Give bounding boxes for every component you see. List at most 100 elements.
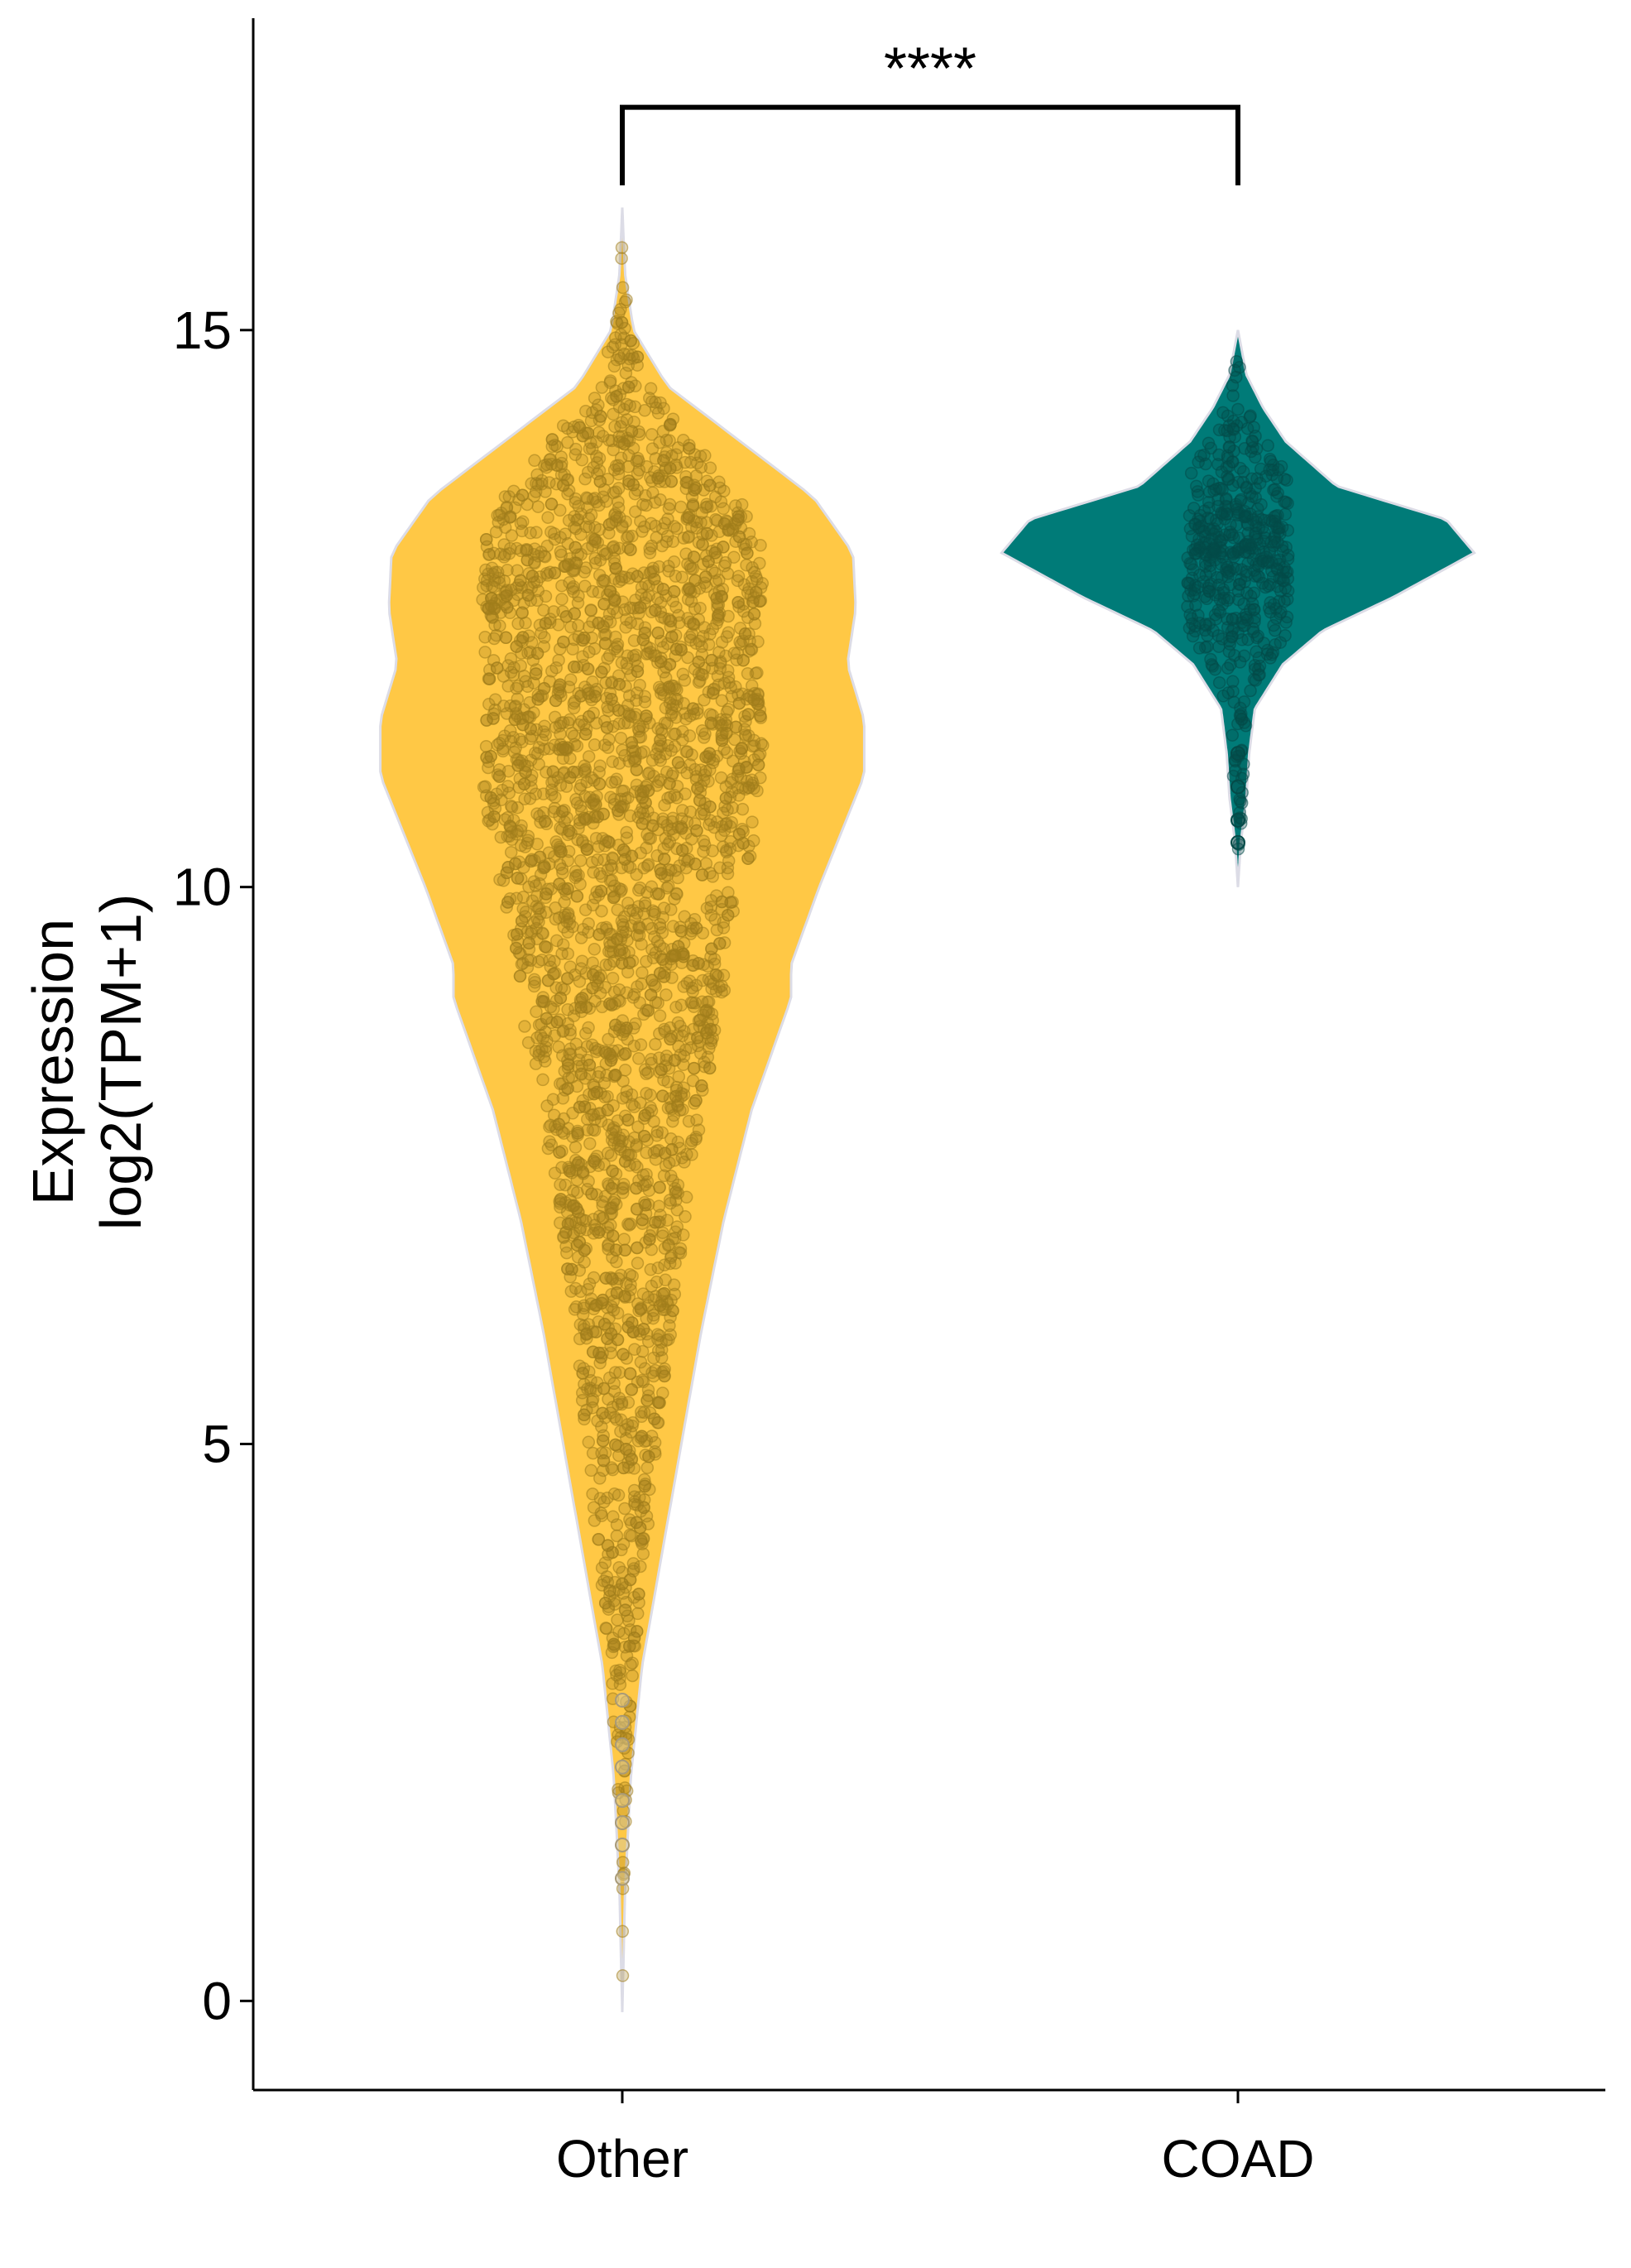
- data-point: [732, 595, 745, 609]
- data-point: [1243, 411, 1257, 424]
- data-point: [674, 500, 688, 514]
- data-point: [626, 1669, 639, 1683]
- data-point: [564, 620, 578, 634]
- data-point: [579, 813, 592, 826]
- data-point: [684, 996, 698, 1009]
- data-point: [675, 843, 689, 858]
- data-point: [737, 578, 751, 592]
- data-point: [624, 334, 637, 348]
- data-point: [1234, 494, 1247, 507]
- data-point: [590, 435, 603, 449]
- outlier-point: [615, 1737, 630, 1752]
- data-point: [686, 617, 700, 631]
- data-point: [705, 653, 718, 667]
- data-point: [535, 926, 549, 940]
- data-point: [573, 782, 587, 795]
- data-point: [600, 614, 614, 628]
- data-point: [608, 593, 621, 608]
- data-point: [540, 887, 553, 901]
- data-point: [559, 1178, 572, 1192]
- data-point: [624, 543, 637, 556]
- data-point: [521, 646, 535, 660]
- data-point: [554, 548, 568, 562]
- data-point: [539, 485, 552, 498]
- data-point: [1226, 675, 1240, 689]
- data-point: [524, 753, 538, 767]
- data-point: [1251, 629, 1265, 643]
- y-tick-label: 0: [202, 1971, 232, 2030]
- data-point: [1205, 524, 1218, 537]
- data-point: [732, 600, 746, 613]
- data-point: [653, 435, 666, 449]
- data-point: [1200, 592, 1214, 606]
- outlier-point: [615, 1793, 630, 1809]
- y-axis-title-line-1: Expression: [21, 919, 85, 1205]
- data-point: [554, 981, 568, 995]
- data-point: [567, 766, 580, 779]
- data-point: [537, 603, 550, 617]
- data-point: [642, 766, 656, 780]
- data-point: [584, 603, 597, 617]
- data-point: [720, 845, 733, 859]
- data-point: [699, 579, 713, 593]
- data-point: [615, 656, 629, 670]
- data-point: [696, 1084, 709, 1097]
- data-point: [665, 630, 679, 644]
- data-point: [735, 497, 749, 512]
- data-point: [504, 734, 518, 748]
- data-point: [631, 1257, 645, 1270]
- data-point: [501, 564, 514, 577]
- data-point: [600, 721, 614, 734]
- data-point: [562, 1058, 575, 1071]
- data-point: [640, 954, 653, 968]
- y-tick-label: 10: [173, 858, 232, 917]
- data-point: [501, 601, 514, 614]
- data-point: [689, 1093, 703, 1108]
- data-point: [619, 621, 632, 634]
- data-point: [686, 702, 700, 715]
- data-point: [614, 800, 627, 814]
- data-point: [627, 987, 641, 1002]
- data-point: [723, 842, 737, 855]
- data-point: [514, 574, 527, 588]
- data-point: [655, 867, 668, 880]
- data-point: [573, 800, 588, 813]
- data-point: [731, 574, 745, 588]
- data-point: [614, 1413, 628, 1427]
- data-point: [1202, 579, 1216, 592]
- data-point: [516, 515, 530, 528]
- data-point: [595, 904, 608, 918]
- data-point: [544, 565, 557, 579]
- data-point: [653, 967, 667, 980]
- data-point: [611, 637, 625, 651]
- data-point: [703, 814, 717, 828]
- data-point: [651, 1261, 665, 1275]
- outlier-point: [615, 1815, 630, 1831]
- data-point: [618, 1155, 632, 1168]
- data-point: [534, 867, 548, 882]
- data-point: [529, 1057, 543, 1070]
- data-point: [749, 666, 763, 680]
- data-point: [1279, 565, 1293, 579]
- data-point: [690, 781, 704, 795]
- data-point: [671, 939, 685, 954]
- data-point: [655, 926, 669, 939]
- data-point: [531, 500, 545, 513]
- data-point: [730, 653, 743, 666]
- data-point: [1202, 436, 1216, 450]
- data-point: [670, 521, 684, 536]
- data-point: [655, 1126, 669, 1140]
- data-point: [754, 581, 768, 594]
- data-point: [598, 1446, 612, 1460]
- data-point: [678, 1156, 691, 1169]
- data-point: [703, 627, 717, 641]
- data-point: [631, 350, 645, 363]
- data-point: [1212, 423, 1226, 437]
- data-point: [688, 858, 702, 871]
- data-point: [487, 810, 501, 824]
- data-point: [611, 1306, 625, 1320]
- data-point: [599, 1045, 612, 1060]
- data-point: [530, 837, 544, 851]
- data-point: [658, 1258, 671, 1272]
- data-point: [510, 941, 523, 955]
